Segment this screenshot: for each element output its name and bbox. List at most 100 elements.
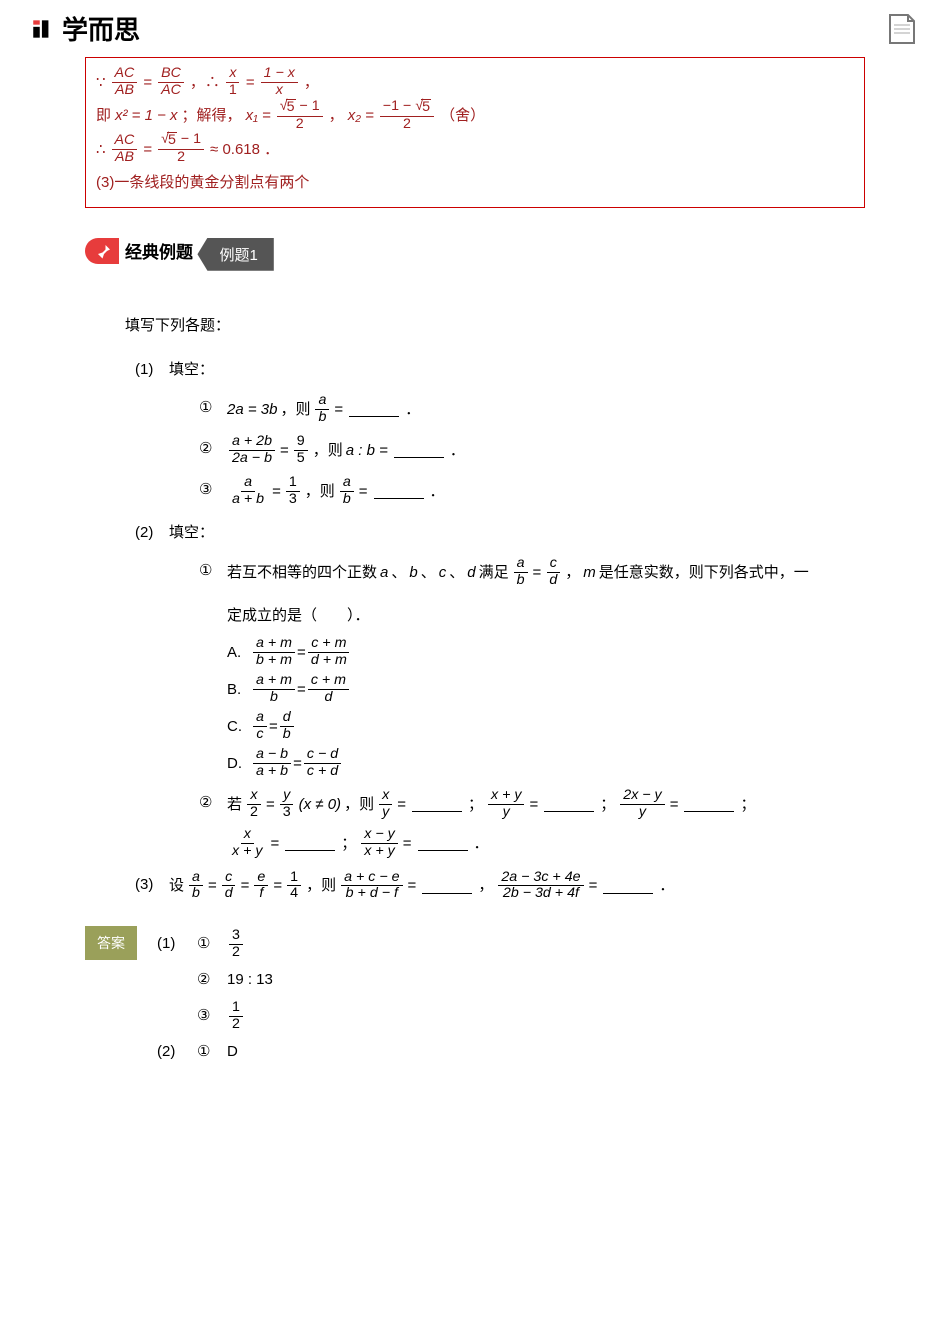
numerator: a + 2b: [229, 434, 275, 451]
text: =: [589, 871, 598, 901]
numerator: a: [514, 556, 528, 573]
text: =: [359, 475, 368, 508]
option-b: B. a + mb = c + md: [227, 673, 865, 706]
text: ≈ 0.618 ．: [210, 133, 279, 166]
text: （舍）: [440, 99, 485, 132]
denominator: d: [546, 573, 560, 589]
denominator: d + m: [308, 653, 350, 669]
fraction: 95: [294, 434, 308, 466]
denominator: AC: [158, 83, 184, 99]
numerator: a − b: [253, 747, 291, 764]
option-letter: D.: [227, 747, 251, 780]
fraction: ab: [514, 556, 528, 588]
text: D: [227, 1034, 238, 1070]
numerator: a + c − e: [341, 870, 402, 887]
denominator: a + b: [229, 492, 267, 508]
text: ，则: [305, 475, 335, 508]
denominator: 2: [400, 117, 414, 133]
numerator: BC: [158, 66, 184, 83]
sub-problem-1: (1) 填空： ① 2a = 3b ，则 ab = ． ②: [135, 355, 865, 508]
denominator: 5: [294, 451, 308, 467]
numerator: 5 − 1: [158, 132, 204, 150]
text: (1): [157, 926, 197, 962]
denominator: c: [253, 727, 266, 743]
numerator: 1 − x: [261, 66, 298, 83]
sub-label: (2): [135, 518, 169, 860]
numerator: x − y: [361, 827, 398, 844]
text: ，: [329, 99, 344, 132]
denominator: b: [267, 690, 281, 706]
subsub-1-3: ③ aa + b = 13 ，则 ab = ．: [199, 475, 865, 508]
denominator: b + d − f: [343, 886, 401, 902]
option-d: D. a − ba + b = c − dc + d: [227, 747, 865, 780]
denominator: b: [280, 727, 294, 743]
denominator: y: [379, 805, 392, 821]
document-icon: [884, 11, 920, 47]
text: =: [143, 133, 152, 166]
blank: [544, 796, 594, 812]
logo-text: 学而思: [62, 10, 140, 47]
fraction: cd: [222, 870, 236, 902]
denominator: 2: [229, 1017, 243, 1033]
text: d: [467, 556, 475, 589]
section-icon-tab: [85, 238, 119, 264]
page-header: 学而思: [0, 0, 950, 57]
text: =: [529, 788, 538, 821]
blank: [349, 401, 399, 417]
brand-logo: 学而思: [30, 10, 140, 47]
fraction: 5 − 1 2: [158, 132, 204, 165]
text: a: [380, 556, 388, 589]
text: =: [208, 871, 217, 901]
text: ∴: [96, 133, 106, 166]
fraction: a + mb + m: [253, 636, 295, 668]
text: =: [533, 556, 542, 589]
text: ；: [468, 788, 483, 821]
blank: [285, 835, 335, 851]
fraction: ACAB: [112, 133, 138, 165]
text: 是任意实数，则下列各式中，一: [599, 556, 809, 589]
denominator: d: [321, 690, 335, 706]
numerator: x + y: [488, 788, 525, 805]
numerator: e: [254, 870, 268, 887]
numerator: d: [280, 710, 294, 727]
numerator: x: [241, 827, 254, 844]
numerator: x: [226, 66, 239, 83]
page-content: ∵ ACAB = BCAC ，∴ x1 = 1 − xx ， 即 x² = 1 …: [0, 57, 950, 1110]
text: =: [273, 871, 282, 901]
pin-icon: [95, 242, 113, 260]
sub-label: (3): [135, 870, 169, 902]
numerator: c: [547, 556, 560, 573]
text: 若互不相等的四个正数: [227, 556, 377, 589]
text: 满足: [479, 556, 509, 589]
denominator: b: [189, 886, 203, 902]
text: 2a = 3b: [227, 393, 277, 426]
fraction: x − yx + y: [361, 827, 398, 859]
blank: [603, 878, 653, 894]
text: ，: [304, 66, 319, 99]
text: =: [143, 66, 152, 99]
option-letter: A.: [227, 636, 251, 669]
numerator: 2x − y: [620, 788, 664, 805]
fraction: BCAC: [158, 66, 184, 98]
text: (2): [157, 1034, 197, 1070]
fraction: ef: [254, 870, 268, 902]
fraction: c − dc + d: [304, 747, 341, 779]
fraction: 13: [286, 475, 300, 507]
answer-row: (1) ① 32: [157, 926, 273, 962]
denominator: b + m: [253, 653, 295, 669]
text: =: [280, 434, 289, 467]
derivation-line-1: ∵ ACAB = BCAC ，∴ x1 = 1 − xx ，: [96, 66, 854, 99]
text: =: [670, 788, 679, 821]
denominator: x: [273, 83, 286, 99]
fraction: a − ba + b: [253, 747, 291, 779]
radicand: 5: [286, 99, 296, 116]
circ-label: ①: [199, 556, 227, 586]
text: 定成立的是（ ）．: [227, 599, 865, 632]
fraction: x1: [226, 66, 240, 98]
answer-tag: 答案: [85, 926, 137, 960]
sqrt: 5: [280, 99, 296, 116]
fraction: a + c − eb + d − f: [341, 870, 402, 902]
text: =: [293, 747, 302, 780]
numerator: 2a − 3c + 4e: [498, 870, 583, 887]
denominator: y: [636, 805, 649, 821]
